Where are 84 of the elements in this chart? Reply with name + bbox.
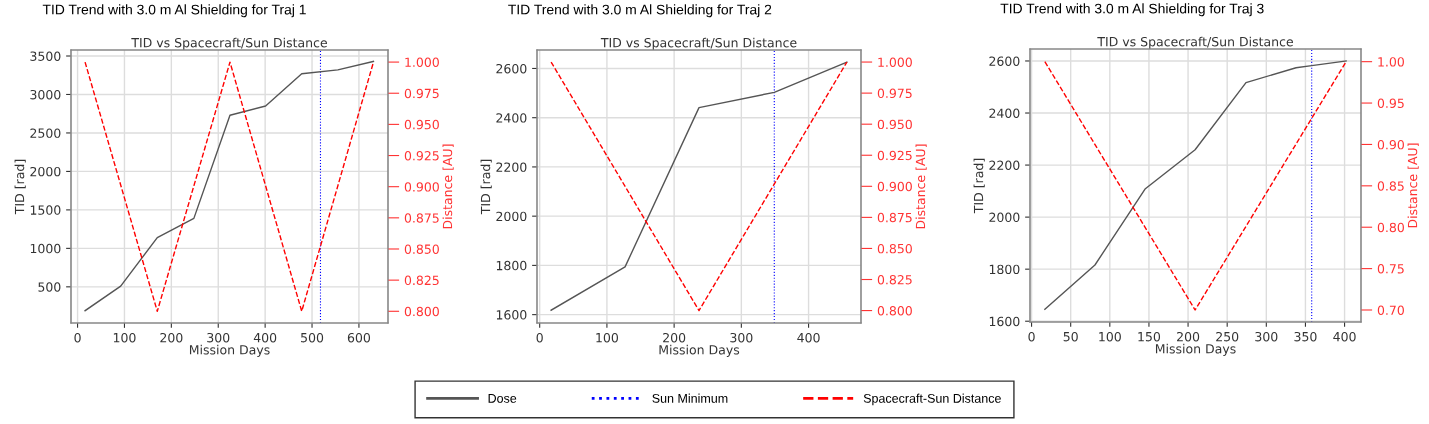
y2-tick-label: 0.90 xyxy=(1377,139,1404,150)
y-tick-label: 2200 xyxy=(989,160,1020,170)
x-tick-label: 500 xyxy=(301,332,324,343)
y-tick-label: 1800 xyxy=(989,264,1020,275)
y2-axis-title: Distance [AU] xyxy=(1407,143,1419,228)
y2-tick-label: 1.00 xyxy=(1378,57,1404,67)
y2-tick-label: 0.850 xyxy=(404,244,439,254)
y2-axis-title: Distance [AU] xyxy=(915,144,927,229)
x-tick-label: 0 xyxy=(1028,331,1035,342)
y2-tick-label: 0.875 xyxy=(877,212,912,223)
y-tick-label: 1600 xyxy=(989,316,1020,327)
x-tick-label: 400 xyxy=(1333,331,1356,342)
y2-tick-label: 0.80 xyxy=(1377,222,1404,233)
x-tick-label: 350 xyxy=(1294,331,1317,342)
y-tick-label: 2000 xyxy=(989,212,1020,223)
y2-tick-label: 0.900 xyxy=(404,182,439,192)
y-tick-label: 1600 xyxy=(496,310,527,320)
chart-title: TID Trend with 3.0 m Al Shielding for Traj 1 xyxy=(42,4,306,18)
y-tick-label: 2500 xyxy=(30,128,61,138)
y-tick-label: 2000 xyxy=(496,211,527,222)
y-axis-title: TID [rad] xyxy=(14,159,26,215)
x-axis-title: Mission Days xyxy=(659,344,740,357)
y-axis-title: TID [rad] xyxy=(973,158,985,214)
x-tick-label: 300 xyxy=(730,332,753,343)
y2-tick-label: 0.800 xyxy=(404,306,439,317)
x-tick-label: 50 xyxy=(1063,331,1078,342)
x-tick-label: 0 xyxy=(74,332,81,343)
y-tick-label: 1000 xyxy=(30,243,61,254)
y2-tick-label: 0.950 xyxy=(877,119,912,130)
y-tick-label: 500 xyxy=(38,282,61,292)
y2-tick-label: 0.825 xyxy=(404,275,439,286)
x-tick-label: 100 xyxy=(1099,331,1121,342)
x-tick-label: 200 xyxy=(663,332,686,343)
chart-title: TID Trend with 3.0 m Al Shielding for Traj 3 xyxy=(1000,3,1264,17)
x-axis-title: Mission Days xyxy=(1155,343,1236,356)
y-tick-label: 2600 xyxy=(989,56,1020,66)
y2-tick-label: 1.000 xyxy=(405,57,439,68)
x-tick-label: 250 xyxy=(1216,331,1239,342)
x-tick-label: 300 xyxy=(207,332,230,343)
legend-label: Dose xyxy=(488,394,517,403)
x-tick-label: 200 xyxy=(1177,331,1200,342)
x-tick-label: 100 xyxy=(596,332,619,343)
chart-subtitle: TID vs Spacecraft/Sun Distance xyxy=(1097,36,1293,49)
chart-title: TID Trend with 3.0 m Al Shielding for Traj 2 xyxy=(508,4,772,18)
legend-label: Spacecraft-Sun Distance xyxy=(863,393,1001,406)
y-tick-label: 3000 xyxy=(30,89,61,100)
chart-subtitle: TID vs Spacecraft/Sun Distance xyxy=(131,37,327,50)
y2-tick-label: 0.875 xyxy=(404,213,439,223)
y-tick-label: 2000 xyxy=(30,166,61,177)
y2-tick-label: 0.850 xyxy=(877,243,912,254)
x-tick-label: 100 xyxy=(113,332,136,343)
y2-tick-label: 0.975 xyxy=(877,88,912,99)
y-tick-label: 2600 xyxy=(496,63,527,74)
y2-tick-label: 0.85 xyxy=(1377,181,1404,191)
y2-tick-label: 0.75 xyxy=(1377,264,1404,274)
y-tick-label: 1800 xyxy=(496,260,527,271)
y-tick-label: 2400 xyxy=(989,108,1020,118)
legend-label: Sun Minimum xyxy=(652,393,728,403)
y-tick-label: 2200 xyxy=(496,162,527,172)
x-tick-label: 0 xyxy=(536,332,543,343)
chart-subtitle: TID vs Spacecraft/Sun Distance xyxy=(600,37,797,50)
y2-tick-label: 0.900 xyxy=(877,181,912,192)
y2-tick-label: 0.950 xyxy=(404,119,439,130)
y2-tick-label: 1.000 xyxy=(878,57,912,67)
y2-tick-label: 0.800 xyxy=(877,306,912,316)
y-tick-label: 1500 xyxy=(30,205,61,215)
x-axis-title: Mission Days xyxy=(189,344,270,357)
x-tick-label: 200 xyxy=(160,332,183,343)
y2-tick-label: 0.825 xyxy=(877,274,912,285)
y2-tick-label: 0.925 xyxy=(877,150,912,161)
y2-axis-title: Distance [AU] xyxy=(442,144,454,229)
y-axis-title: TID [rad] xyxy=(480,159,492,215)
x-tick-label: 300 xyxy=(1255,331,1278,342)
x-tick-label: 600 xyxy=(347,332,371,343)
x-tick-label: 400 xyxy=(797,332,820,343)
y-tick-label: 2400 xyxy=(496,113,527,123)
x-tick-label: 150 xyxy=(1138,331,1161,342)
x-tick-label: 400 xyxy=(253,332,277,343)
y2-tick-label: 0.95 xyxy=(1377,98,1404,108)
y2-tick-label: 0.925 xyxy=(404,151,439,161)
y-tick-label: 3500 xyxy=(30,51,61,61)
line-series xyxy=(550,61,848,311)
y2-tick-label: 0.975 xyxy=(404,88,439,99)
y2-tick-label: 0.70 xyxy=(1377,305,1404,315)
